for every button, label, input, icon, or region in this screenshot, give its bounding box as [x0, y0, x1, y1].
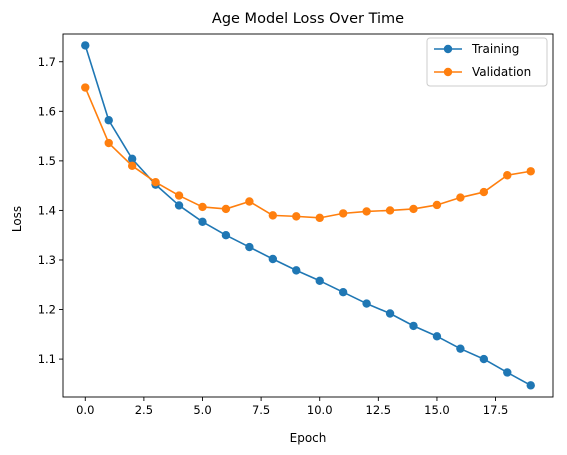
- training-point: [221, 231, 231, 240]
- validation-legend-label: Validation: [472, 65, 531, 79]
- training-point: [362, 299, 371, 308]
- training-point: [456, 344, 465, 353]
- x-axis-label: Epoch: [290, 431, 327, 445]
- validation-point: [174, 191, 184, 200]
- validation-point: [81, 83, 90, 92]
- training-legend-label: Training: [471, 42, 519, 56]
- axes-border: [62, 33, 554, 398]
- training-point: [198, 217, 207, 227]
- validation-point: [385, 206, 395, 215]
- y-axis-ticks: 1.1 1.2 1.3 1.4 1.5 1.6 1.7: [38, 55, 63, 366]
- training-legend-marker: [443, 44, 453, 54]
- validation-point: [292, 212, 301, 221]
- validation-point: [151, 177, 160, 187]
- training-point: [292, 266, 301, 275]
- training-point: [127, 154, 137, 164]
- training-point: [268, 254, 278, 264]
- y-tick-label: 1.4: [38, 203, 56, 217]
- y-tick-label: 1.6: [38, 104, 56, 118]
- validation-point: [526, 167, 535, 176]
- validation-point: [268, 211, 278, 220]
- axes-frame: [62, 33, 554, 398]
- x-tick-label: 12.5: [366, 403, 392, 417]
- validation-point: [479, 187, 489, 197]
- validation-point: [198, 202, 207, 212]
- training-series-line: [84, 45, 532, 387]
- y-tick-label: 1.1: [38, 352, 56, 366]
- validation-point: [315, 213, 324, 223]
- plot-area: [81, 41, 535, 390]
- y-tick-label: 1.7: [38, 55, 56, 69]
- training-point: [174, 201, 184, 210]
- validation-point: [409, 204, 418, 214]
- training-point: [432, 332, 442, 341]
- training-point: [503, 368, 512, 377]
- x-tick-label: 2.5: [135, 403, 153, 417]
- validation-point: [503, 171, 512, 180]
- x-tick-label: 17.5: [483, 403, 509, 417]
- validation-point: [362, 207, 371, 216]
- validation-point: [221, 204, 231, 214]
- chart-title: Age Model Loss Over Time: [212, 11, 404, 27]
- training-point: [526, 381, 535, 390]
- y-tick-label: 1.2: [38, 303, 56, 317]
- legend-box: [426, 37, 548, 87]
- training-point: [315, 276, 324, 285]
- y-tick-label: 1.5: [38, 154, 56, 168]
- validation-point: [245, 197, 254, 206]
- validation-point: [456, 193, 465, 202]
- x-tick-label: 0.0: [76, 403, 94, 417]
- x-tick-label: 7.5: [252, 403, 270, 417]
- validation-point: [104, 138, 113, 148]
- validation-point: [338, 209, 348, 218]
- x-tick-label: 10.0: [307, 403, 333, 417]
- training-point: [245, 242, 254, 252]
- y-axis-label: Loss: [10, 206, 24, 232]
- training-point: [104, 116, 113, 125]
- training-point: [479, 354, 489, 364]
- x-tick-label: 15.0: [424, 403, 450, 417]
- validation-legend-marker: [443, 67, 453, 77]
- training-point: [385, 309, 395, 318]
- validation-point: [432, 200, 442, 210]
- x-tick-label: 5.0: [193, 403, 211, 417]
- validation-point: [127, 161, 137, 171]
- training-point: [338, 287, 348, 297]
- chart-legend: Training Validation: [426, 37, 548, 87]
- training-point: [409, 321, 418, 331]
- x-axis-ticks: 0.0 2.5 5.0 7.5 10.0 12.5 15.0 17.5: [76, 397, 508, 417]
- y-tick-label: 1.3: [38, 253, 56, 267]
- training-point: [81, 41, 90, 50]
